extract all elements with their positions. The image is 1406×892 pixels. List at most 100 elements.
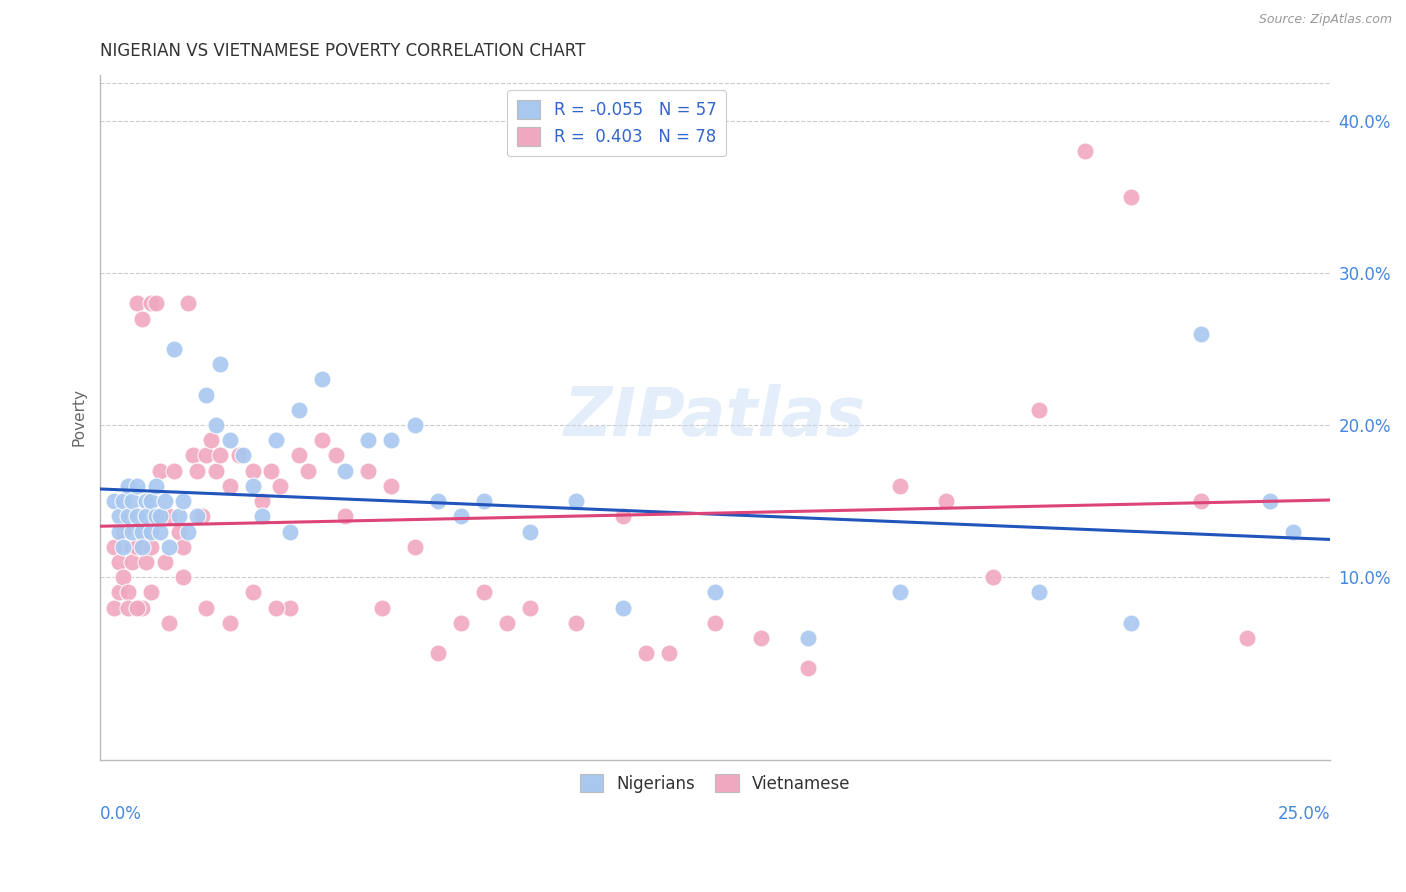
Text: 25.0%: 25.0%	[1278, 805, 1330, 823]
Point	[139, 296, 162, 310]
Point	[139, 494, 162, 508]
Legend: Nigerians, Vietnamese: Nigerians, Vietnamese	[574, 767, 858, 799]
Point	[426, 646, 449, 660]
Point	[1121, 190, 1143, 204]
Point	[121, 555, 143, 569]
Point	[117, 509, 139, 524]
Point	[149, 524, 172, 539]
Point	[704, 585, 727, 599]
Point	[565, 615, 588, 630]
Point	[145, 296, 167, 310]
Point	[889, 585, 911, 599]
Point	[519, 600, 541, 615]
Point	[519, 524, 541, 539]
Point	[172, 570, 194, 584]
Point	[112, 524, 135, 539]
Point	[163, 464, 186, 478]
Point	[121, 540, 143, 554]
Point	[612, 509, 634, 524]
Point	[232, 449, 254, 463]
Point	[153, 555, 176, 569]
Point	[450, 509, 472, 524]
Point	[404, 540, 426, 554]
Point	[1258, 494, 1281, 508]
Point	[260, 464, 283, 478]
Point	[496, 615, 519, 630]
Point	[131, 311, 153, 326]
Point	[658, 646, 681, 660]
Point	[426, 494, 449, 508]
Point	[565, 494, 588, 508]
Point	[297, 464, 319, 478]
Point	[209, 449, 232, 463]
Point	[112, 570, 135, 584]
Point	[135, 524, 157, 539]
Point	[242, 479, 264, 493]
Point	[135, 494, 157, 508]
Point	[127, 296, 149, 310]
Point	[218, 479, 240, 493]
Point	[796, 661, 818, 675]
Y-axis label: Poverty: Poverty	[72, 388, 86, 447]
Point	[981, 570, 1004, 584]
Point	[200, 434, 222, 448]
Point	[159, 615, 181, 630]
Point	[127, 509, 149, 524]
Point	[103, 540, 125, 554]
Point	[380, 434, 402, 448]
Point	[107, 585, 129, 599]
Point	[751, 631, 773, 645]
Point	[335, 464, 357, 478]
Point	[269, 479, 291, 493]
Point	[186, 464, 208, 478]
Point	[127, 600, 149, 615]
Point	[935, 494, 957, 508]
Point	[1028, 585, 1050, 599]
Point	[1074, 145, 1097, 159]
Point	[195, 449, 218, 463]
Point	[357, 464, 380, 478]
Point	[195, 600, 218, 615]
Point	[121, 494, 143, 508]
Text: ZIPatlas: ZIPatlas	[564, 384, 866, 450]
Point	[204, 464, 226, 478]
Point	[288, 449, 311, 463]
Point	[107, 555, 129, 569]
Point	[1121, 615, 1143, 630]
Point	[153, 494, 176, 508]
Point	[103, 494, 125, 508]
Point	[145, 509, 167, 524]
Point	[218, 615, 240, 630]
Point	[149, 464, 172, 478]
Point	[135, 509, 157, 524]
Point	[117, 600, 139, 615]
Point	[107, 524, 129, 539]
Point	[127, 540, 149, 554]
Point	[228, 449, 250, 463]
Point	[218, 434, 240, 448]
Point	[1282, 524, 1305, 539]
Point	[1189, 494, 1212, 508]
Point	[117, 585, 139, 599]
Point	[131, 540, 153, 554]
Point	[1028, 402, 1050, 417]
Point	[159, 540, 181, 554]
Point	[139, 524, 162, 539]
Point	[288, 402, 311, 417]
Point	[186, 509, 208, 524]
Point	[371, 600, 394, 615]
Text: NIGERIAN VS VIETNAMESE POVERTY CORRELATION CHART: NIGERIAN VS VIETNAMESE POVERTY CORRELATI…	[100, 42, 585, 60]
Text: Source: ZipAtlas.com: Source: ZipAtlas.com	[1258, 13, 1392, 27]
Point	[131, 524, 153, 539]
Point	[1189, 326, 1212, 341]
Point	[250, 494, 273, 508]
Point	[380, 479, 402, 493]
Point	[177, 296, 200, 310]
Point	[139, 540, 162, 554]
Point	[357, 434, 380, 448]
Point	[472, 494, 495, 508]
Point	[250, 509, 273, 524]
Point	[264, 434, 287, 448]
Point	[704, 615, 727, 630]
Point	[131, 600, 153, 615]
